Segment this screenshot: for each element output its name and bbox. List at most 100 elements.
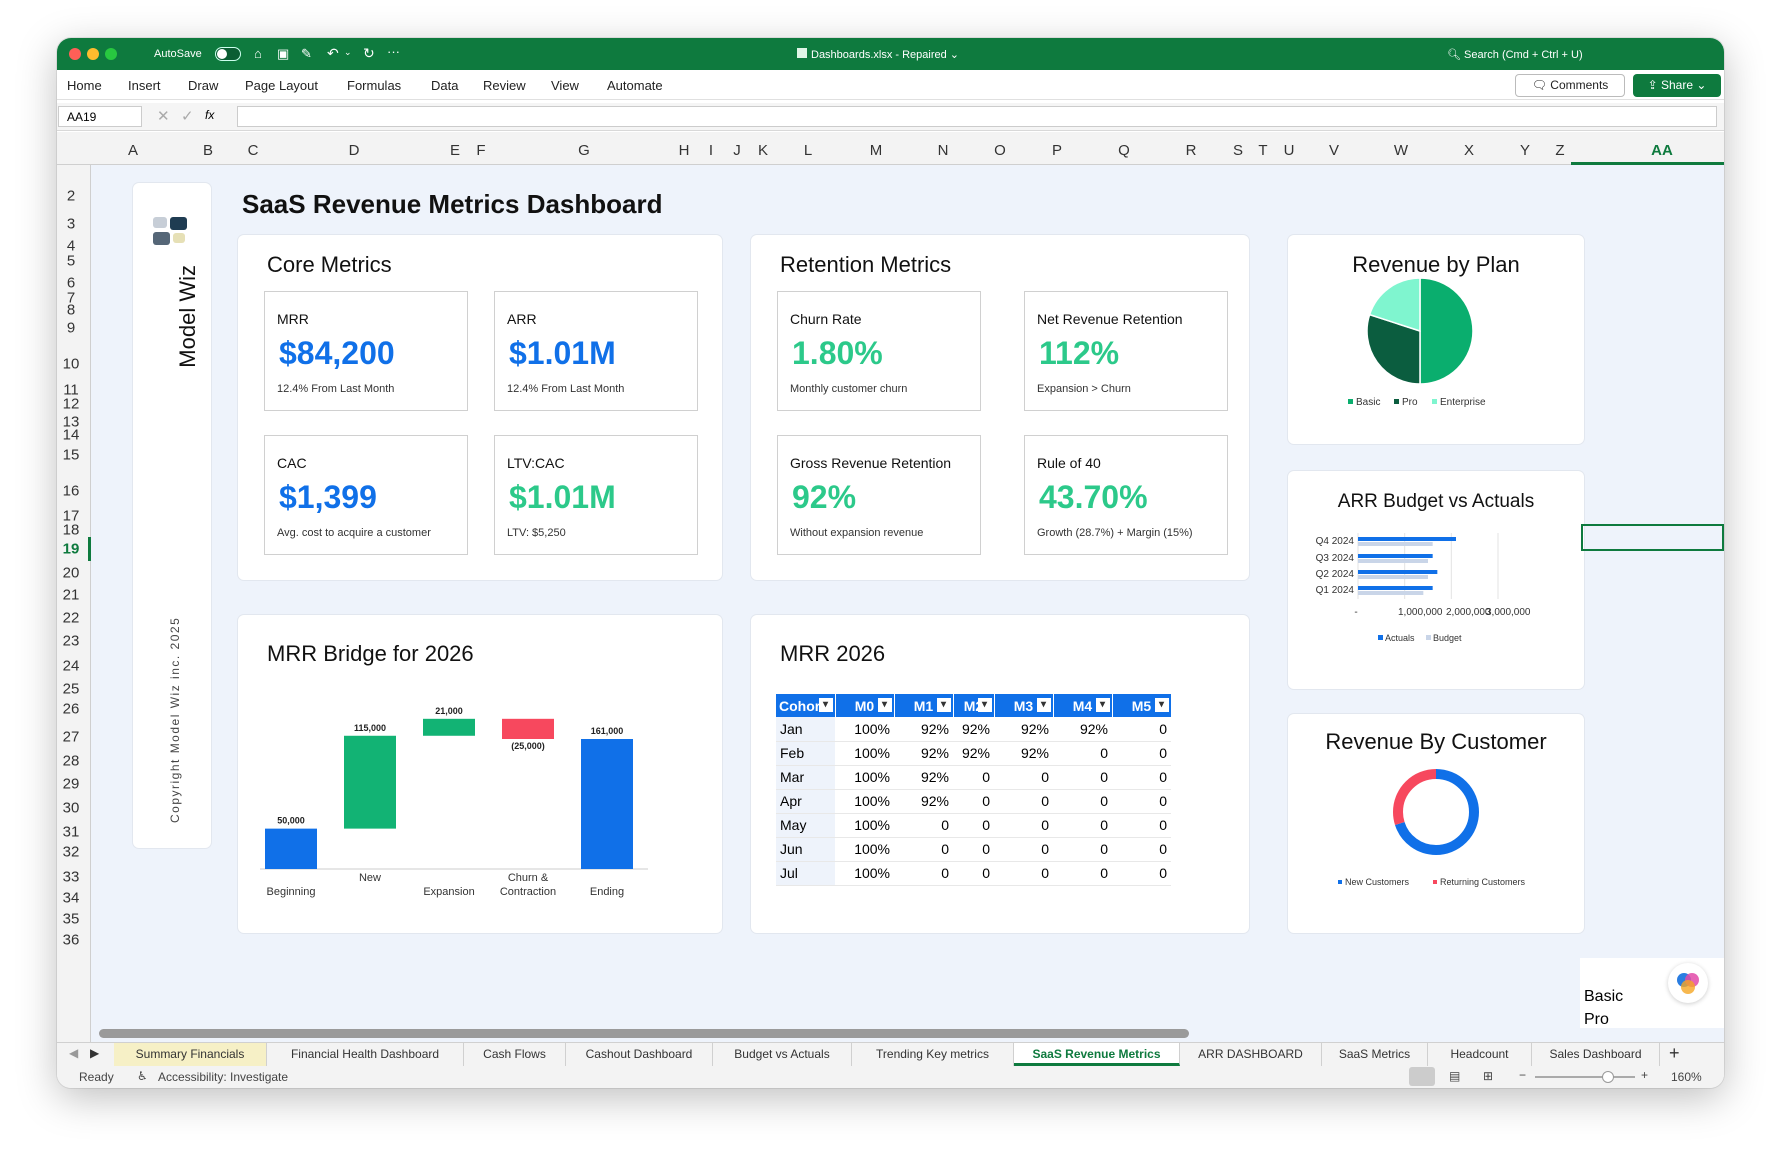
menu-page-layout[interactable]: Page Layout [245, 78, 319, 93]
name-box[interactable]: AA19 [58, 106, 142, 127]
column-header[interactable]: L [803, 142, 813, 159]
tab-trending-key-metrics[interactable]: Trending Key metrics [852, 1043, 1014, 1066]
row-header[interactable]: 29 [62, 775, 80, 793]
chevron-down-icon[interactable]: ⌄ [344, 47, 352, 57]
row-header[interactable]: 6 [66, 274, 76, 292]
column-header[interactable]: A [127, 142, 139, 159]
search-box[interactable]: 🔍︎ Search (Cmd + Ctrl + U) [1447, 49, 1583, 61]
table-cell[interactable]: 100% [835, 837, 894, 862]
row-header[interactable]: 22 [62, 609, 80, 627]
table-cell[interactable]: 92% [1053, 717, 1112, 742]
cohort-header[interactable]: Cohort ▾ [776, 694, 836, 717]
row-header[interactable]: 5 [66, 252, 76, 270]
table-cell[interactable]: 100% [835, 861, 894, 886]
tab-cashout-dashboard[interactable]: Cashout Dashboard [566, 1043, 713, 1066]
row-header[interactable]: 27 [62, 728, 80, 746]
edit-icon[interactable]: ✎ [301, 46, 312, 61]
menu-data[interactable]: Data [431, 78, 459, 93]
zoom-in-icon[interactable]: + [1641, 1068, 1649, 1082]
column-header[interactable]: U [1283, 142, 1295, 159]
table-cell[interactable]: 92% [894, 717, 953, 742]
row-header[interactable]: 23 [62, 632, 80, 650]
row-header[interactable]: 11 [63, 381, 79, 399]
menu-home[interactable]: Home [67, 78, 102, 93]
row-header[interactable]: 28 [62, 752, 80, 770]
enter-icon[interactable]: ✓ [181, 108, 194, 125]
table-cell[interactable]: 0 [1053, 765, 1112, 790]
cancel-icon[interactable]: ✕ [157, 108, 170, 125]
row-header[interactable]: 15 [62, 446, 80, 464]
menu-formulas[interactable]: Formulas [347, 78, 402, 93]
menu-insert[interactable]: Insert [128, 78, 161, 93]
selected-cell[interactable] [1581, 524, 1724, 551]
table-cell[interactable]: 0 [1053, 837, 1112, 862]
menu-review[interactable]: Review [483, 78, 526, 93]
table-cell[interactable]: 0 [894, 837, 953, 862]
table-cell[interactable]: 92% [894, 789, 953, 814]
table-cell[interactable]: Feb [776, 741, 835, 766]
page-break-icon[interactable]: ⊞ [1483, 1069, 1494, 1083]
column-header[interactable]: C [247, 142, 259, 159]
save-icon[interactable]: ▣ [277, 46, 290, 61]
column-header[interactable]: N [937, 142, 949, 159]
row-header[interactable]: 4 [66, 237, 76, 255]
table-cell[interactable]: Mar [776, 765, 835, 790]
table-cell[interactable]: 0 [953, 789, 994, 814]
normal-view-icon[interactable] [1409, 1067, 1435, 1086]
table-cell[interactable]: 92% [894, 765, 953, 790]
filter-dropdown-icon[interactable]: ▾ [877, 698, 892, 712]
column-header[interactable]: P [1051, 142, 1063, 159]
row-header[interactable]: 24 [62, 657, 80, 675]
tab-headcount[interactable]: Headcount [1428, 1043, 1532, 1066]
cohort-header[interactable]: M5 ▾ [1112, 694, 1172, 717]
table-cell[interactable]: 0 [994, 861, 1053, 886]
row-header[interactable]: 36 [62, 931, 80, 949]
table-cell[interactable]: 0 [994, 813, 1053, 838]
row-header[interactable]: 25 [62, 680, 80, 698]
table-cell[interactable]: 0 [1112, 861, 1171, 886]
column-header[interactable]: V [1328, 142, 1340, 159]
column-header[interactable]: D [348, 142, 360, 159]
column-header[interactable]: B [202, 142, 214, 159]
row-header[interactable]: 17 [62, 507, 80, 525]
row-header[interactable]: 16 [62, 482, 80, 500]
table-cell[interactable]: 100% [835, 813, 894, 838]
row-header[interactable]: 8 [66, 301, 76, 319]
row-header[interactable]: 33 [62, 868, 80, 886]
accessibility-icon[interactable]: ♿︎ [137, 1069, 148, 1083]
autosave-toggle[interactable] [215, 47, 241, 61]
table-cell[interactable]: 0 [953, 861, 994, 886]
column-header[interactable]: J [733, 142, 741, 159]
cohort-header[interactable]: M3 ▾ [994, 694, 1054, 717]
row-header[interactable]: 14 [62, 426, 80, 444]
row-header[interactable]: 9 [66, 319, 76, 337]
document-title[interactable]: Dashboards.xlsx - Repaired ⌄ [797, 48, 959, 61]
table-cell[interactable]: 0 [953, 813, 994, 838]
tab-scroll-left-icon[interactable]: ◀ [69, 1046, 79, 1060]
tab-scroll-right-icon[interactable]: ▶ [90, 1046, 100, 1060]
cohort-header[interactable]: M1 ▾ [894, 694, 954, 717]
menu-view[interactable]: View [551, 78, 579, 93]
menu-draw[interactable]: Draw [188, 78, 219, 93]
tab-saas-metrics[interactable]: SaaS Metrics [1322, 1043, 1428, 1066]
filter-dropdown-icon[interactable]: ▾ [1095, 698, 1110, 712]
redo-icon[interactable]: ↻ [363, 45, 375, 61]
table-cell[interactable]: 0 [994, 765, 1053, 790]
row-header[interactable]: 19 [62, 540, 80, 558]
table-cell[interactable]: 0 [1112, 837, 1171, 862]
table-cell[interactable]: 0 [1053, 813, 1112, 838]
cohort-header[interactable]: M4 ▾ [1053, 694, 1113, 717]
tab-summary-financials[interactable]: Summary Financials [114, 1043, 267, 1066]
more-icon[interactable]: ··· [387, 44, 400, 59]
column-header[interactable]: Z [1555, 142, 1565, 159]
row-header[interactable]: 34 [62, 889, 80, 907]
tab-financial-health[interactable]: Financial Health Dashboard [267, 1043, 464, 1066]
arr-budget-card[interactable]: ARR Budget vs Actuals Q4 2024 Q3 2024 Q2 2… [1288, 471, 1584, 689]
column-header[interactable]: R [1185, 142, 1197, 159]
filter-dropdown-icon[interactable]: ▾ [1036, 698, 1051, 712]
revenue-by-plan-card[interactable]: Revenue by Plan Basic Pro Enterprise [1288, 235, 1584, 444]
tab-sales-dashboard[interactable]: Sales Dashboard [1532, 1043, 1660, 1066]
formula-input[interactable] [237, 106, 1717, 127]
zoom-slider[interactable] [1535, 1071, 1635, 1083]
table-cell[interactable]: 92% [953, 717, 994, 742]
